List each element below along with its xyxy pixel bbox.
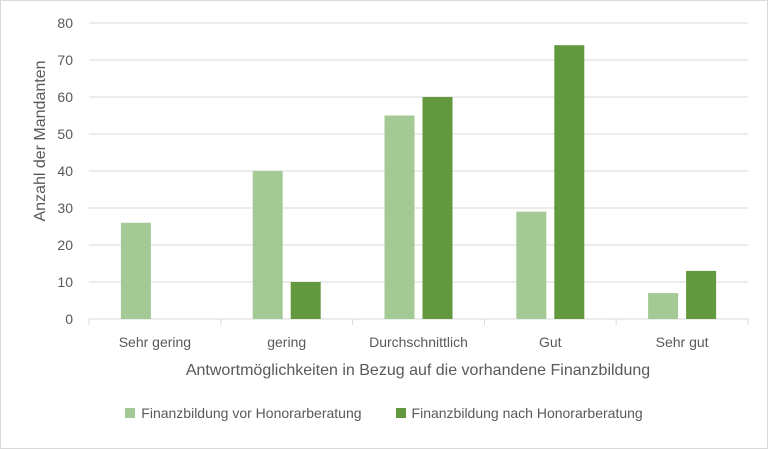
bar [648,293,679,319]
x-tick-label: Sehr gut [656,334,709,350]
legend-label-before: Finanzbildung vor Honorarberatung [141,405,362,421]
y-tick-label: 30 [57,200,73,216]
x-tick-label: Sehr gering [119,334,191,350]
y-tick-label: 20 [57,237,73,253]
y-tick-label: 50 [57,126,73,142]
x-tick-label: gering [267,334,306,350]
y-axis-title: Anzahl der Mandanten [32,61,49,222]
legend-label-after: Finanzbildung nach Honorarberatung [411,405,643,421]
legend-swatch-before [125,408,136,418]
y-tick-label: 70 [57,52,73,68]
bar [384,115,415,319]
legend: Finanzbildung vor Honorarberatung Finanz… [1,405,767,421]
bar-chart: 0 10 20 30 40 50 60 70 80 Sehr gering gering Durch… [32,15,749,379]
y-tick-label: 80 [57,15,73,31]
bar [516,211,547,319]
bar [290,282,321,319]
bar [554,45,585,319]
legend-item-before: Finanzbildung vor Honorarberatung [125,405,362,421]
bar [422,97,453,319]
x-tick-label: Durchschnittlich [369,334,468,350]
bar [252,171,283,319]
y-tick-label: 10 [57,274,73,290]
gridlines [88,22,749,325]
legend-item-after: Finanzbildung nach Honorarberatung [395,405,643,421]
bar [686,270,717,319]
y-tick-label: 40 [57,163,73,179]
y-tick-labels: 0 10 20 30 40 50 60 70 80 [57,15,73,327]
x-tick-labels: Sehr gering gering Durchschnittlich Gut Sehr… [119,334,709,350]
y-tick-label: 60 [57,89,73,105]
legend-swatch-after [395,408,406,418]
x-tick-label: Gut [539,334,562,350]
bars [120,45,717,319]
x-axis-title: Antwortmöglichkeiten in Bezug auf die vo… [186,362,650,379]
bar [120,222,151,319]
y-tick-label: 0 [65,311,73,327]
